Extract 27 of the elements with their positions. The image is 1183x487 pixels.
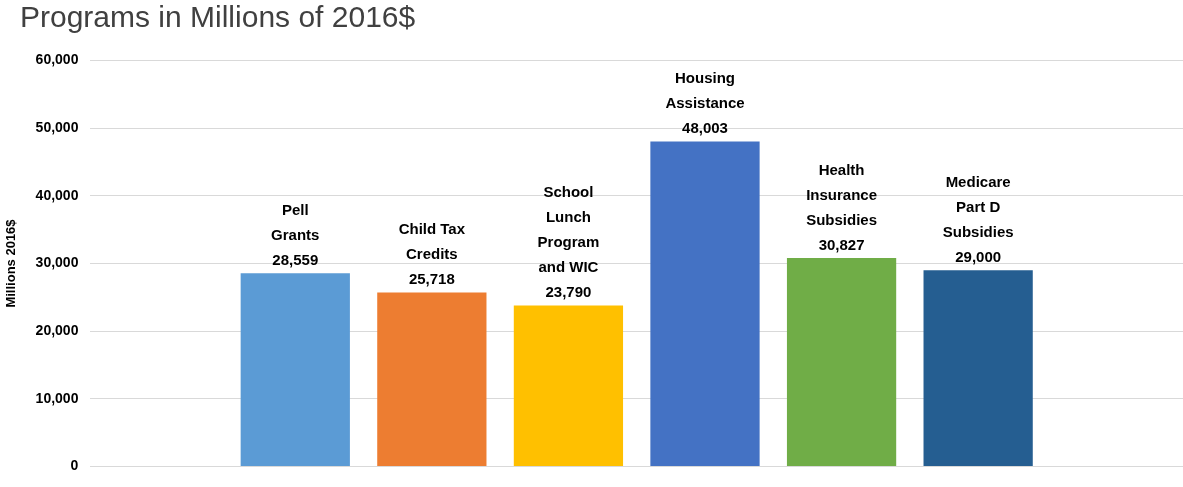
data-label: 48,003 <box>682 119 728 137</box>
bar <box>377 292 487 467</box>
x-tick-label: Medicare Part D Subsidies <box>942 172 1014 240</box>
y-tick-label: 50,000 <box>35 118 79 135</box>
data-label: 28,559 <box>272 250 319 268</box>
bar <box>786 257 897 467</box>
y-tick-label: 40,000 <box>35 186 79 203</box>
data-label: 23,790 <box>545 283 592 301</box>
y-tick-label: 10,000 <box>35 389 79 406</box>
y-tick-label: 0 <box>70 457 79 474</box>
data-label: 30,827 <box>818 235 865 253</box>
bar <box>923 270 1033 467</box>
data-label: 29,000 <box>955 247 1002 265</box>
y-tick-label: 30,000 <box>35 254 79 271</box>
bar <box>513 305 624 467</box>
x-tick-label: School Lunch Program and WIC <box>537 183 600 276</box>
y-tick-label: 60,000 <box>35 51 79 68</box>
bar <box>240 273 350 467</box>
y-tick-label: 20,000 <box>35 322 79 339</box>
x-tick-label: Child Tax Credits <box>398 220 466 263</box>
x-tick-label: Pell Grants <box>271 200 320 243</box>
x-tick-label: Housing Assistance <box>665 69 745 112</box>
chart-title: Programs in Millions of 2016$ <box>20 0 416 34</box>
y-axis-title: Millions 2016$ <box>3 218 19 308</box>
x-tick-label: Health Insurance Subsidies <box>806 160 878 228</box>
bar <box>650 141 760 467</box>
data-label: 25,718 <box>408 270 455 288</box>
